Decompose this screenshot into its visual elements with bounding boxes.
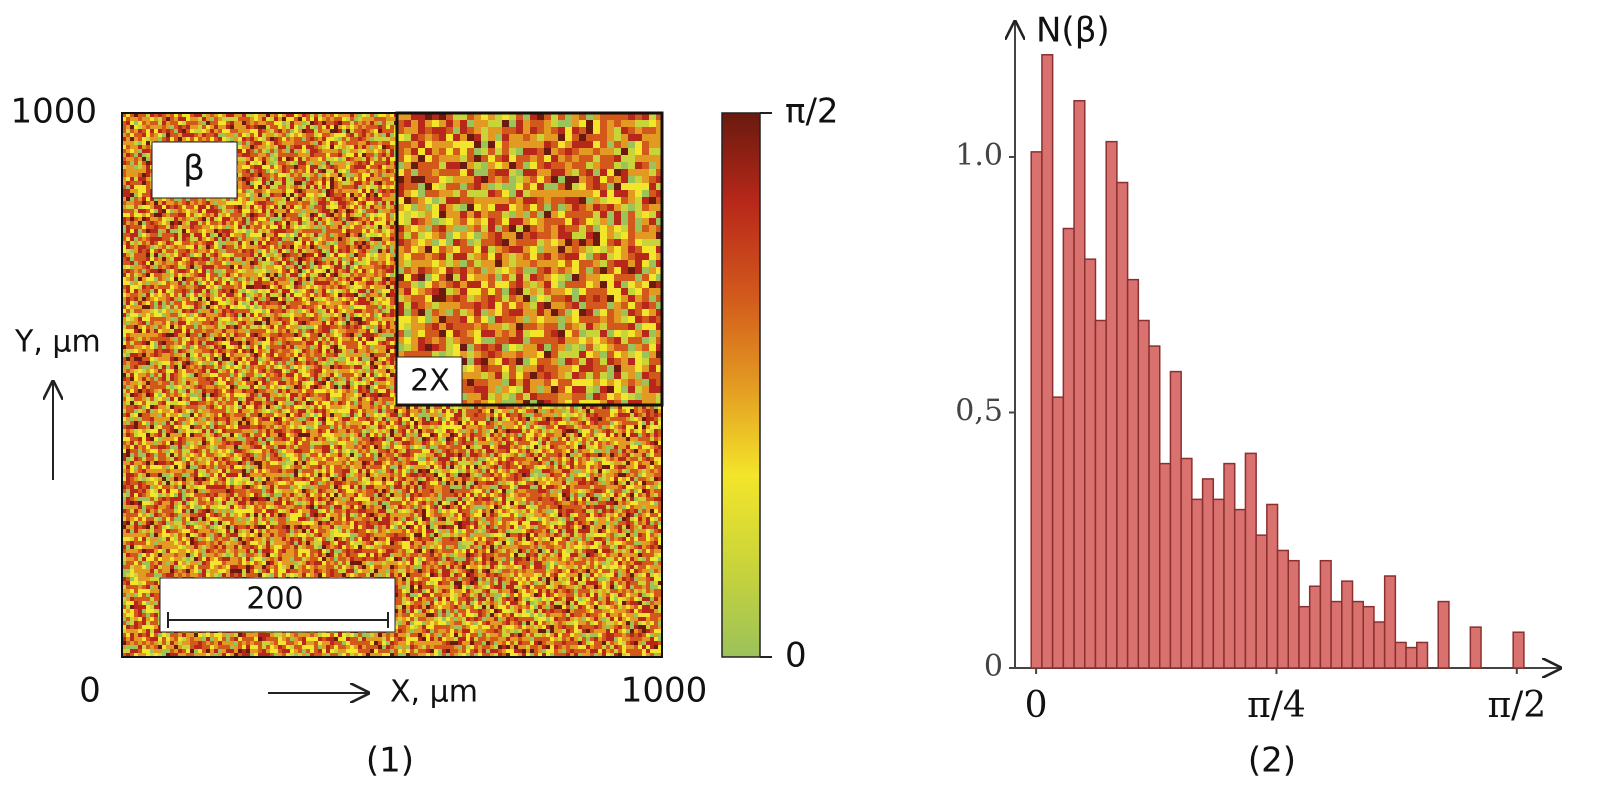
bar <box>1437 600 1450 669</box>
texture-cells <box>397 113 662 405</box>
bar <box>1191 498 1204 669</box>
y-tick-label: 1000 <box>10 92 97 132</box>
bar <box>1158 462 1172 669</box>
x-tick-label: 1000 <box>621 671 708 711</box>
y-tick-label: 0 <box>79 671 101 711</box>
bar <box>1308 585 1322 669</box>
bar <box>1212 498 1225 669</box>
x-axis-label: X, μm <box>390 675 478 710</box>
scale-bar <box>167 612 389 628</box>
bar <box>1405 646 1418 669</box>
inset-label: 2X <box>410 364 450 399</box>
bar <box>1319 559 1332 669</box>
inset-frame <box>395 111 664 407</box>
bar <box>1341 580 1354 669</box>
y-tick-label: 0 <box>984 649 1003 684</box>
bar <box>1126 278 1140 669</box>
label-box <box>396 356 463 405</box>
bar <box>1116 181 1129 669</box>
bar <box>1094 319 1107 669</box>
colorbar-tick-label: 0 <box>785 636 807 676</box>
texture-cells <box>397 113 662 405</box>
y-axis-label: Y, μm <box>14 325 101 360</box>
y-axis-label: N(β) <box>1036 11 1110 51</box>
texture-cells <box>397 113 662 405</box>
caption: (2) <box>1248 741 1296 781</box>
texture-cells <box>122 113 662 657</box>
bar <box>1469 626 1482 669</box>
label-box <box>151 141 238 199</box>
x-tick-label: π/2 <box>1487 685 1546 726</box>
bar <box>1362 605 1375 669</box>
bar <box>1201 478 1215 669</box>
bar <box>1244 452 1257 669</box>
bar <box>1373 621 1386 669</box>
bar <box>1298 605 1311 669</box>
colorbar-tick-label: π/2 <box>785 92 839 132</box>
y-tick-label: 0,5 <box>955 393 1003 428</box>
texture-cells <box>397 113 662 405</box>
bar <box>1223 462 1236 669</box>
bar <box>1233 508 1247 669</box>
x-tick-label: 0 <box>1025 685 1048 726</box>
bar <box>1287 559 1300 669</box>
bar <box>1062 227 1075 669</box>
bar <box>1512 631 1525 669</box>
bar <box>1169 370 1182 669</box>
bar <box>1105 140 1118 669</box>
bar <box>1180 457 1193 669</box>
x-tick-label: π/4 <box>1247 685 1306 726</box>
bar <box>1073 100 1086 669</box>
scale-bar-label: 200 <box>246 582 303 617</box>
bar <box>1266 503 1279 669</box>
bar <box>1051 396 1065 669</box>
panel-label: β <box>183 149 205 189</box>
bar <box>1255 534 1268 669</box>
bar <box>1416 641 1429 669</box>
bar <box>1276 549 1290 669</box>
texture-cells <box>122 113 662 657</box>
bar <box>1041 54 1054 669</box>
bar <box>1394 641 1407 669</box>
bar <box>1330 600 1343 669</box>
texture-cells <box>397 113 662 405</box>
y-tick-label: 1.0 <box>955 138 1003 173</box>
bar <box>1084 258 1097 669</box>
bar <box>1030 151 1043 669</box>
bar <box>1351 600 1364 669</box>
colorbar <box>721 112 761 658</box>
bar <box>1137 319 1150 669</box>
bar <box>1148 345 1161 669</box>
caption: (1) <box>366 741 414 781</box>
scale-bar-box <box>159 577 396 633</box>
bar <box>1383 575 1397 669</box>
